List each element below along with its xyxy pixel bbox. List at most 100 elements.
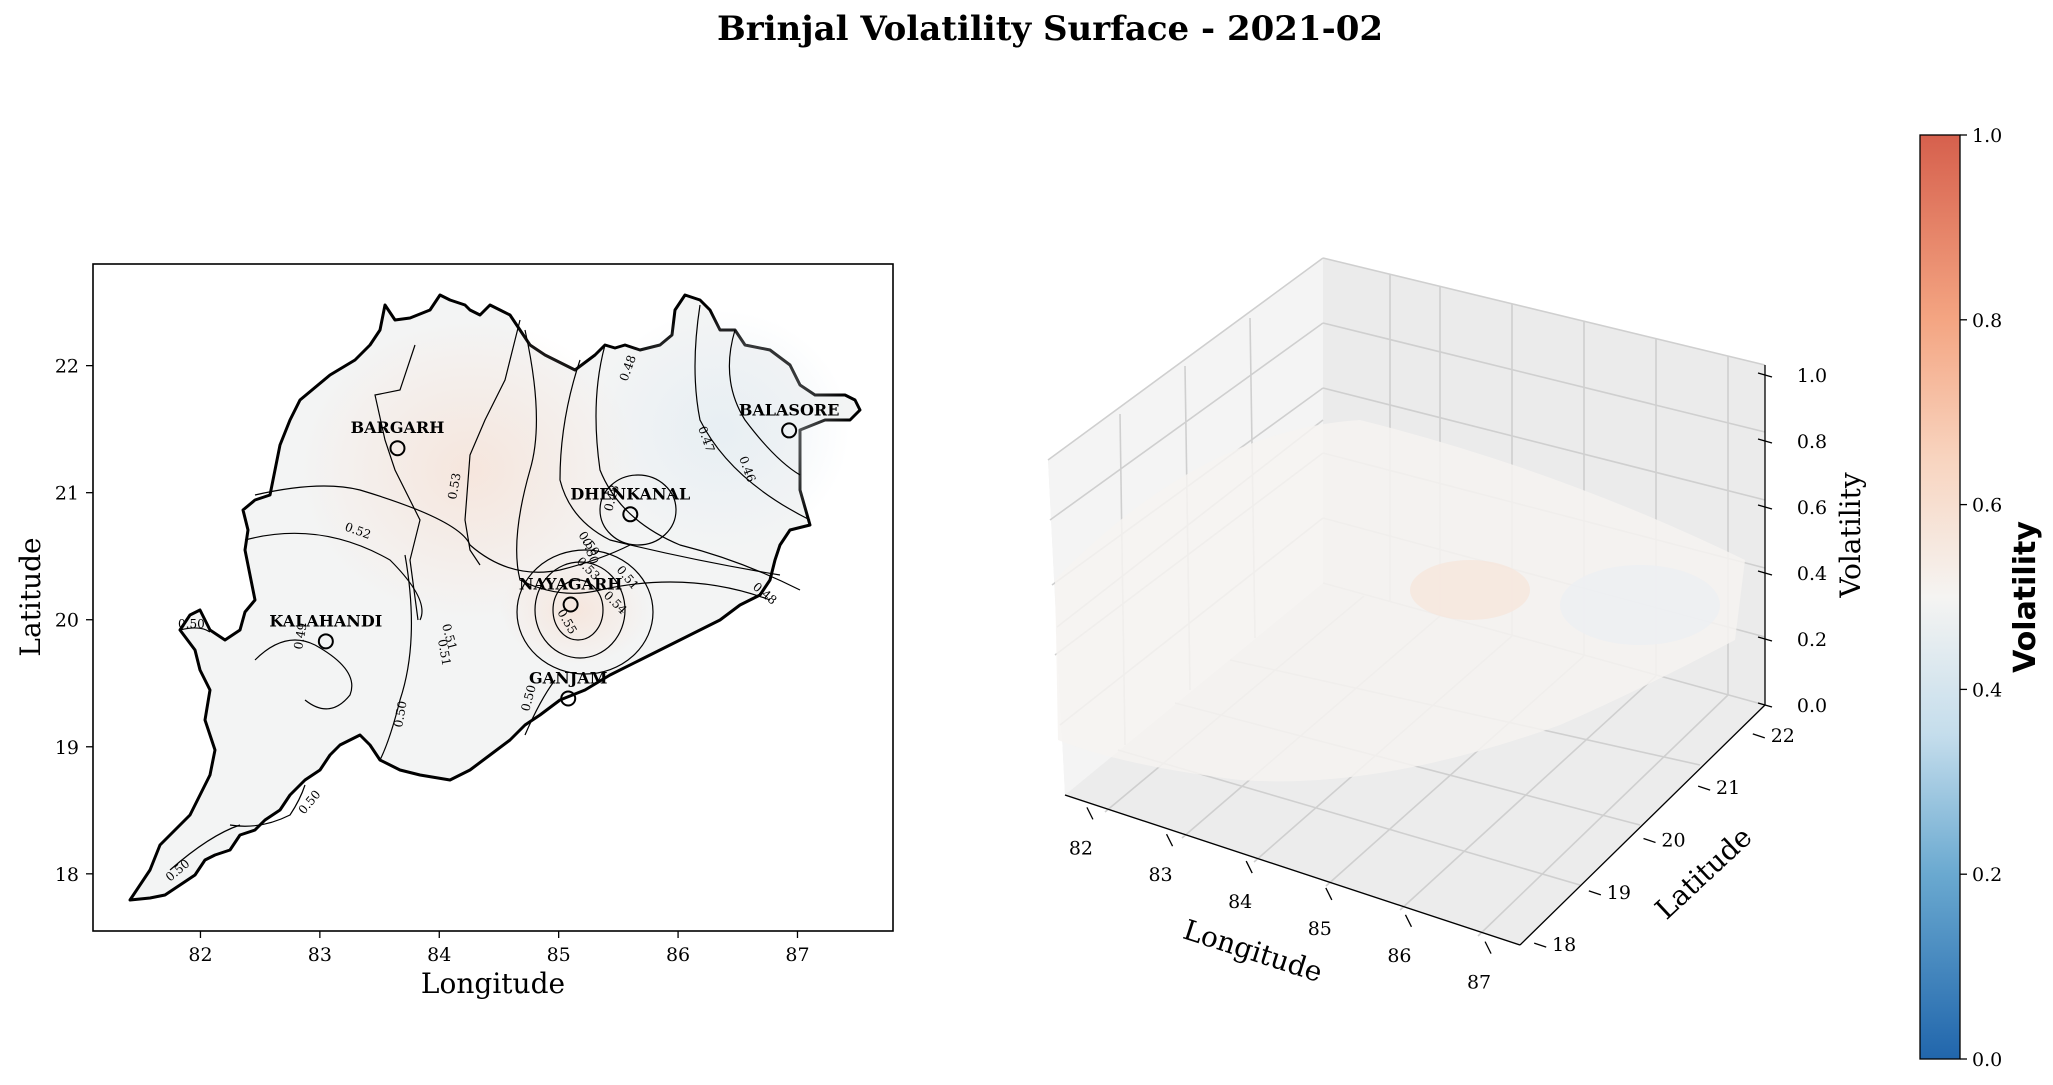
z-tick-mark (1757, 570, 1773, 576)
z-tick-label: 0.6 (1797, 497, 1827, 519)
district-markers: BARGARH BALASORE DHENKANAL NAYAGARH KALAHAND… (269, 400, 840, 707)
contour-line (559, 359, 781, 576)
x-tick-label: 82 (1069, 837, 1093, 859)
surface-x-ticks: 82 83 84 85 86 87 (1069, 807, 1492, 994)
contour-label: 0.48 (601, 483, 621, 512)
district-label: NAYAGARH (519, 574, 623, 593)
colorbar-tick-label: 0.8 (1972, 310, 2002, 332)
contour-line (169, 824, 241, 871)
z-tick-label: 1.0 (1797, 365, 1827, 387)
colorbar-label: Volatility (2008, 521, 2043, 673)
contour-line (552, 579, 604, 641)
x-tick-label: 86 (1387, 945, 1411, 967)
colorbar-tick-label: 0.2 (1972, 864, 2002, 886)
colorbar-tick-label: 0.0 (1972, 1049, 2002, 1071)
contour-line (254, 485, 631, 573)
contour-label: 0.50 (178, 617, 205, 631)
y-tick-mark (1588, 890, 1602, 896)
district-label: BALASORE (739, 400, 840, 419)
contour-label: 0.51 (439, 622, 459, 651)
district-label: BARGARH (351, 418, 445, 437)
x-tick-mark (1165, 833, 1174, 847)
surface-3d-panel: 82 83 84 85 86 87 18 19 20 21 22 0.0 0.2 0.4 0.6 0.8 1… (1047, 257, 1867, 994)
y-axis-line (1519, 704, 1766, 946)
district-marker (317, 633, 334, 650)
surface-z-ticks: 0.0 0.2 0.4 0.6 0.8 1.0 (1757, 365, 1827, 717)
contour-map-panel: 0.53 0.52 0.51 0.50 0.49 0.48 0.47 0.46 … (14, 263, 894, 1000)
contour-label: 0.53 (445, 472, 463, 501)
contour-line (524, 679, 556, 736)
x-tick-label: 83 (1148, 864, 1172, 886)
contour-line (374, 344, 421, 621)
y-tick-label: 22 (55, 356, 79, 378)
y-tick-mark (1643, 837, 1656, 844)
z-tick-mark (1757, 372, 1773, 378)
contour-lines (169, 304, 811, 871)
map-x-axis-label: Longitude (421, 967, 565, 1000)
contour-line (534, 561, 626, 659)
district-marker (622, 506, 639, 523)
contour-line (516, 329, 771, 601)
y-tick-mark (1533, 942, 1547, 948)
y-tick-label: 21 (1716, 777, 1740, 799)
surface-z-axis-label: Volatility (1834, 472, 1867, 599)
y-tick-label: 18 (1552, 934, 1576, 956)
figure-title: Brinjal Volatility Surface - 2021-02 (717, 9, 1383, 49)
colorbar-tick-label: 0.6 (1972, 495, 2002, 517)
x-tick-mark (1086, 807, 1094, 820)
colorbar-gradient (1919, 134, 1961, 1060)
x-tick-mark (1245, 860, 1253, 874)
z-tick-label: 0.8 (1797, 431, 1827, 453)
z-tick-mark (1757, 438, 1773, 444)
contour-line (728, 329, 801, 476)
z-tick-mark (1757, 504, 1773, 510)
colorbar-tick-label: 1.0 (1972, 125, 2002, 147)
contour-line (694, 304, 811, 521)
x-tick-label: 85 (547, 944, 571, 966)
colorbar-tick-label: 0.4 (1972, 679, 2002, 701)
map-y-axis-label: Latitude (14, 537, 47, 656)
surface-warm-peak (1410, 560, 1530, 620)
district-label: DHENKANAL (570, 484, 690, 503)
y-tick-label: 21 (55, 483, 79, 505)
y-tick-mark (1697, 785, 1711, 791)
surface-y-ticks: 18 19 20 21 22 (1533, 725, 1795, 956)
surface-x-axis-label: Longitude (1179, 913, 1326, 989)
contour-line (599, 474, 677, 546)
x-tick-mark (1484, 941, 1492, 954)
z-tick-mark (1757, 636, 1773, 642)
district-marker (560, 690, 577, 707)
contour-line (244, 532, 423, 621)
z-tick-label: 0.2 (1797, 629, 1827, 651)
map-y-ticks: 18 19 20 21 22 (55, 356, 93, 886)
x-tick-mark (1325, 887, 1333, 901)
z-tick-label: 0.4 (1797, 563, 1827, 585)
x-tick-mark (1404, 914, 1413, 928)
contour-line (229, 784, 306, 827)
x-tick-label: 82 (188, 944, 212, 966)
map-x-ticks: 82 83 84 85 86 87 (188, 931, 810, 966)
z-tick-label: 0.0 (1797, 695, 1827, 717)
contour-line (254, 639, 353, 710)
y-tick-label: 18 (55, 864, 79, 886)
x-axis-line (1064, 794, 1521, 946)
contour-label: 0.49 (291, 622, 309, 651)
colorbar: 0.0 0.2 0.4 0.6 0.8 1.0 Volatility (1919, 125, 2043, 1071)
colorbar-ticks: 0.0 0.2 0.4 0.6 0.8 1.0 (1960, 125, 2002, 1071)
y-tick-label: 19 (1607, 882, 1631, 904)
x-tick-label: 86 (666, 944, 690, 966)
x-tick-label: 84 (427, 944, 451, 966)
x-tick-label: 87 (785, 944, 809, 966)
district-label: KALAHANDI (269, 611, 382, 630)
contour-line (379, 554, 412, 761)
contour-label: 0.50 (518, 683, 538, 712)
x-tick-label: 84 (1228, 891, 1252, 913)
x-tick-label: 83 (308, 944, 332, 966)
contour-line (464, 319, 521, 566)
contour-line (179, 627, 211, 633)
district-marker (389, 440, 406, 457)
contour-label: 0.51 (435, 638, 453, 667)
cool-region-tint (590, 310, 850, 550)
district-marker (562, 596, 579, 613)
